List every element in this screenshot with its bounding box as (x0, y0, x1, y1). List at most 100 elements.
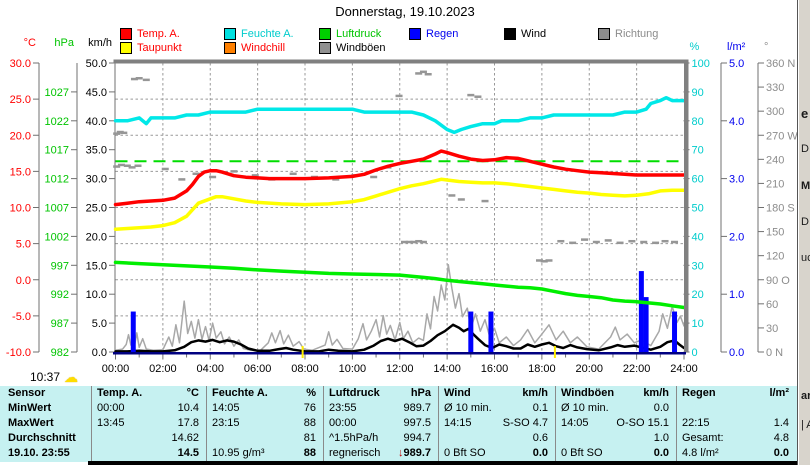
wind-direction-mark (457, 198, 465, 201)
wind-direction-mark (117, 163, 125, 167)
axis-tick-label: 997 (51, 260, 69, 272)
wind-direction-mark (230, 170, 238, 173)
wind-direction-mark (569, 241, 577, 245)
cell-label: 0 Bft SO (561, 447, 603, 459)
rain-bar (672, 311, 678, 352)
cell-value: S-SO 4.7 (502, 417, 548, 429)
axis-tick-label: 2.0 (729, 231, 744, 243)
weather-chart: °C 30.0 25.0 20.0 15.0 10.0 5.0 0.0 -5.0 -10.0 hPa… (6, 37, 798, 402)
series-taupunkt (113, 177, 686, 231)
chart-canvas: °C 30.0 25.0 20.0 15.0 10.0 5.0 0.0 -5.0 -10.0 hPa… (6, 37, 798, 402)
legend-label: Richtung (615, 28, 659, 40)
cell-label: Ø 10 min. (444, 402, 492, 414)
row-label: MaxWert (8, 417, 54, 429)
sunset-axis-tick (553, 346, 556, 358)
wind-direction-mark (448, 194, 456, 197)
legend-item-windböen: Windböen (319, 42, 386, 54)
axis-tick-label: % (690, 41, 700, 53)
axis-tick-label: 22:00 (623, 363, 651, 375)
wind-direction-mark (395, 94, 403, 98)
wind-direction-mark (424, 72, 432, 76)
axis-tick-label: 1002 (45, 231, 69, 243)
wind-direction-mark (557, 239, 565, 243)
wind-direction-mark (209, 175, 217, 179)
cell-value: 0.0 (773, 447, 789, 459)
cell-value: 0.6 (532, 432, 548, 444)
column-unit: l/m² (769, 387, 789, 399)
axis-tick-label: 0.0 (92, 347, 107, 359)
legend-item-windchill: Windchill (224, 42, 285, 54)
axis-tick-label: km/h (88, 37, 112, 49)
cell-value: 81 (303, 432, 316, 444)
legend-item-richtung: Richtung (598, 28, 658, 40)
cell-label: Ø 10 min. (561, 402, 609, 414)
clipped-text-fragment: | A (801, 419, 810, 431)
wind-direction-mark (592, 240, 600, 244)
axis-tick-label: 20.0 (86, 231, 107, 243)
legend-label: Wind (521, 28, 547, 40)
wind-direction-mark (161, 167, 169, 171)
column-divider (437, 386, 439, 462)
axis-tick-label: 360 N (766, 58, 795, 70)
axis-tick-label: hPa (54, 37, 74, 49)
adjacent-window-sliver[interactable]: e D. M D: uc ar | A (797, 0, 810, 465)
cell-value: 4.8 (773, 432, 789, 444)
cloud-icon: ☁ (64, 369, 79, 385)
axis-tick-label: 5.0 (729, 58, 744, 70)
wind-direction-mark (628, 239, 636, 243)
legend-item-temp-a-: Temp. A. (120, 28, 180, 40)
axis-tick-label: 60 (692, 174, 704, 186)
cell-label: 10.95 g/m³ (212, 447, 265, 459)
legend-label: Regen (426, 28, 459, 40)
axis-tick-label: 10 (692, 318, 704, 330)
axis-tick-label: 270 W (766, 130, 798, 142)
wind-direction-mark (332, 178, 340, 181)
clipped-text-fragment: M (801, 180, 810, 192)
wind-direction-mark (671, 240, 679, 244)
cell-value: 0.0 (653, 402, 669, 414)
axis-tick-label: 10:00 (339, 363, 367, 375)
wind-direction-mark (640, 240, 648, 244)
axis-tick-label: 06:00 (244, 363, 272, 375)
cell-label: 13:45 (97, 417, 125, 429)
cell-value: 10.4 (177, 402, 199, 414)
legend-swatch-icon (504, 28, 516, 40)
wind-direction-mark (467, 93, 475, 97)
wind-direction-mark (474, 95, 482, 98)
axis-tick-label: 330 (766, 82, 784, 94)
column-unit: km/h (522, 387, 548, 399)
axis-tick-label: 15.0 (86, 260, 107, 272)
cell-label: 14:05 (212, 402, 240, 414)
clipped-text-fragment: uc (801, 252, 810, 264)
axis-tick-label: 0 (692, 347, 698, 359)
wind-direction-mark (128, 166, 136, 169)
column-divider (675, 386, 677, 462)
column-header: Temp. A. (97, 387, 143, 399)
cell-value: 88 (303, 447, 316, 459)
axis-tick-label: 5.0 (16, 239, 31, 251)
cell-value: 17.8 (177, 417, 199, 429)
column-feuchte-a-: Feuchte A.% 14:05 76 23:15 88 81 10.95 g/m³ 88 (206, 386, 322, 462)
column-unit: hPa (410, 387, 431, 399)
axis-tick-label: 40.0 (86, 116, 107, 128)
wind-direction-mark (251, 174, 259, 177)
axis-tick-label: 1017 (45, 145, 69, 157)
axis-tick-label: 982 (51, 347, 69, 359)
axis-tick-label: 80 (692, 116, 704, 128)
legend-swatch-icon (319, 28, 331, 40)
column-wind: Wind km/h Ø 10 min. 0.1 14:15 S-SO 4.7 0.6 0 Bf… (438, 386, 554, 462)
legend-swatch-icon (120, 28, 132, 40)
axis-tick-label: 180 S (766, 203, 795, 215)
wind-direction-mark (415, 72, 423, 75)
clipped-text-fragment: D: (801, 216, 810, 228)
column-temp-a-: Temp. A. °C 00:00 10.4 13:45 17.8 14.62 14.5 (91, 386, 205, 462)
axis-tick-label: 24:00 (670, 363, 698, 375)
legend-item-regen: Regen (409, 28, 458, 40)
axis-tick-label: 210 (766, 178, 784, 190)
axis-tick-label: 25.0 (86, 203, 107, 215)
series-temp-a- (113, 149, 686, 207)
legend-label: Windböen (336, 42, 386, 54)
axis-tick-label: 12:00 (386, 363, 414, 375)
axis-tick-label: 240 (766, 154, 784, 166)
